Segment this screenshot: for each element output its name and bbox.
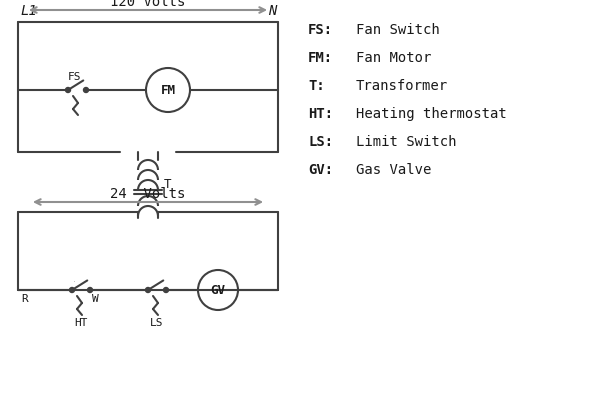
Text: HT:: HT: (308, 107, 333, 121)
Circle shape (70, 288, 74, 292)
Circle shape (65, 88, 70, 92)
Text: Gas Valve: Gas Valve (356, 163, 431, 177)
Text: R: R (21, 294, 28, 304)
Text: FS: FS (68, 72, 81, 82)
Text: HT: HT (74, 318, 88, 328)
Text: W: W (92, 294, 99, 304)
Text: N: N (268, 4, 276, 18)
Text: 120 Volts: 120 Volts (110, 0, 186, 9)
Text: GV: GV (211, 284, 225, 296)
Text: FM:: FM: (308, 51, 333, 65)
Text: Transformer: Transformer (356, 79, 448, 93)
Circle shape (146, 288, 150, 292)
Text: FS:: FS: (308, 23, 333, 37)
Text: Limit Switch: Limit Switch (356, 135, 457, 149)
Text: FM: FM (160, 84, 175, 96)
Circle shape (163, 288, 169, 292)
Text: LS: LS (150, 318, 164, 328)
Text: 24  Volts: 24 Volts (110, 187, 186, 201)
Text: Fan Switch: Fan Switch (356, 23, 440, 37)
Circle shape (84, 88, 88, 92)
Circle shape (87, 288, 93, 292)
Text: Heating thermostat: Heating thermostat (356, 107, 507, 121)
Text: T: T (164, 178, 172, 192)
Text: T:: T: (308, 79, 325, 93)
Text: L1: L1 (20, 4, 37, 18)
Text: Fan Motor: Fan Motor (356, 51, 431, 65)
Text: LS:: LS: (308, 135, 333, 149)
Text: GV:: GV: (308, 163, 333, 177)
